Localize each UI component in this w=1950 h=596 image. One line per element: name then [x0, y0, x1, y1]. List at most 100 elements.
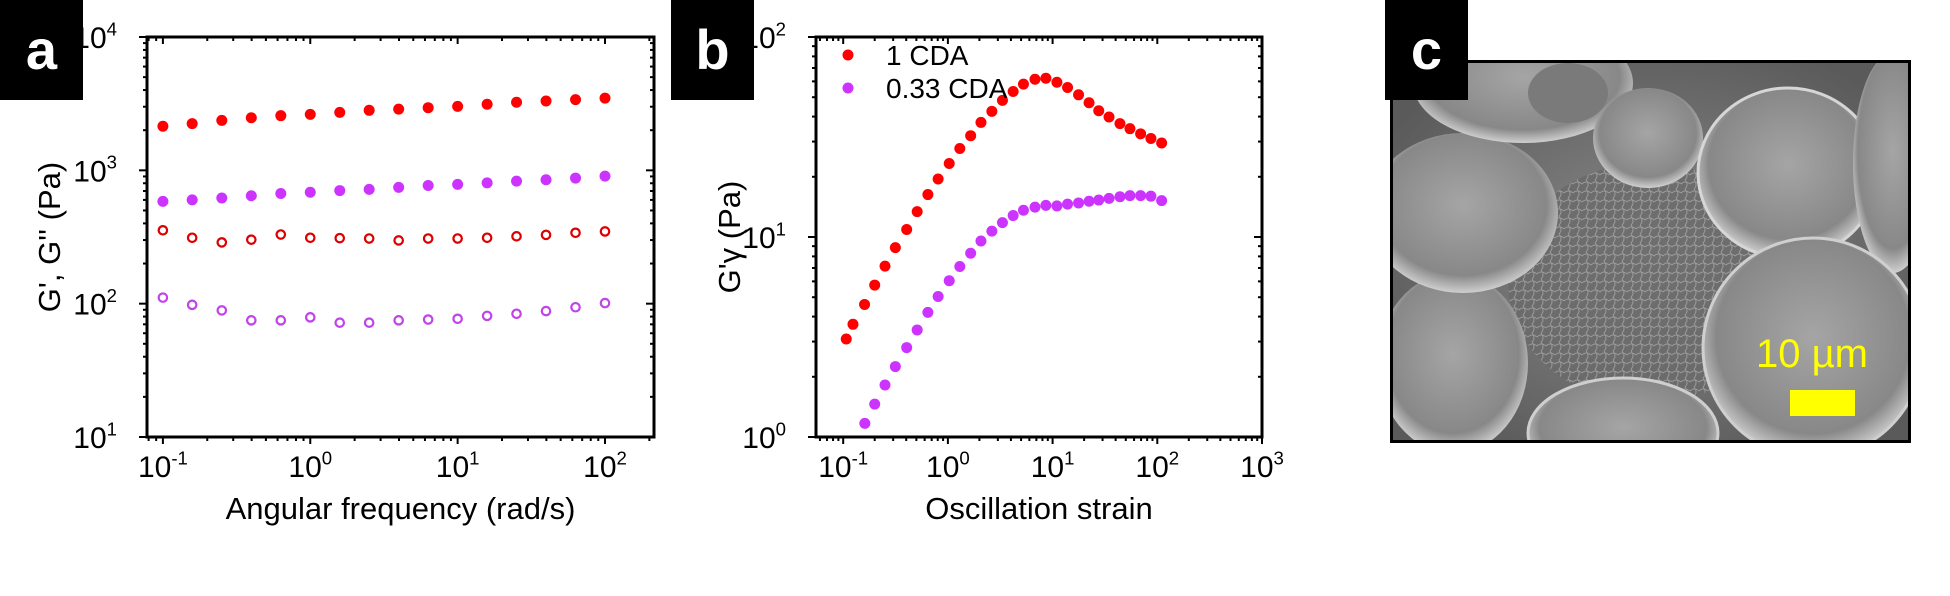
data-point-series-0 [965, 130, 977, 142]
data-point-series-3 [599, 297, 611, 309]
data-point-series-0 [304, 108, 316, 120]
legend-marker [842, 82, 854, 94]
data-point-series-1 [1124, 190, 1136, 202]
data-point-series-0 [511, 96, 523, 108]
data-point-series-0 [570, 94, 582, 106]
data-point-series-3 [246, 315, 257, 326]
legend-label: 0.33 CDA [886, 73, 1008, 104]
x-axis-label: Oscillation strain [925, 491, 1152, 526]
y-axis-label: G', G'' (Pa) [32, 162, 67, 312]
data-point-series-0 [422, 102, 434, 114]
data-point-series-0 [1007, 85, 1019, 97]
data-point-series-0 [245, 112, 257, 124]
data-point-series-2 [511, 231, 522, 242]
data-point-series-1 [879, 379, 891, 391]
data-point-series-1 [965, 247, 977, 259]
y-axis-label: G'γ (Pa) [712, 181, 747, 294]
data-point-series-2 [275, 229, 287, 240]
data-point-series-3 [216, 305, 228, 316]
data-point-series-1 [1093, 194, 1105, 206]
y-tick-label: 104 [73, 18, 117, 55]
data-point-series-0 [275, 110, 287, 122]
data-point-series-0 [1156, 137, 1168, 149]
data-point-series-1 [954, 261, 966, 273]
data-point-series-1 [452, 178, 464, 190]
data-point-series-1 [186, 194, 198, 206]
data-point-series-1 [393, 181, 405, 193]
data-point-series-2 [393, 235, 404, 246]
data-point-series-0 [932, 173, 944, 185]
data-point-series-2 [216, 237, 228, 248]
data-point-series-1 [859, 417, 871, 429]
x-tick-label: 103 [1240, 447, 1284, 484]
data-point-series-0 [452, 100, 464, 112]
data-point-series-0 [975, 116, 987, 128]
data-point-series-0 [363, 104, 375, 116]
x-tick-label: 100 [288, 447, 332, 484]
x-tick-label: 101 [1031, 447, 1075, 484]
data-point-series-2 [422, 233, 434, 244]
sem-texture [1393, 63, 1908, 440]
data-point-series-0 [840, 333, 852, 345]
y-tick-label: 102 [73, 285, 117, 322]
data-point-series-1 [996, 217, 1008, 229]
data-point-series-3 [481, 310, 493, 322]
x-tick-label: 10-1 [138, 447, 188, 484]
data-point-series-0 [1073, 89, 1085, 101]
data-point-series-0 [922, 189, 934, 201]
data-point-series-1 [304, 186, 316, 198]
data-point-series-0 [1093, 105, 1105, 117]
data-point-series-3 [570, 301, 581, 313]
data-point-series-1 [1007, 210, 1019, 222]
y-tick-label: 101 [742, 218, 786, 255]
data-point-series-1 [540, 174, 552, 186]
sem-micrograph [1390, 60, 1911, 443]
data-point-series-0 [847, 318, 859, 330]
data-point-series-0 [986, 105, 998, 117]
panel-label-a: a [0, 0, 83, 100]
data-point-series-1 [1083, 195, 1095, 207]
data-point-series-3 [422, 314, 434, 325]
data-point-series-3 [304, 312, 316, 323]
data-point-series-1 [1029, 201, 1041, 213]
data-point-series-1 [422, 179, 434, 191]
data-point-series-2 [304, 232, 316, 244]
data-point-series-1 [932, 291, 944, 303]
data-point-series-1 [869, 398, 881, 410]
data-point-series-0 [869, 279, 881, 291]
data-point-series-1 [1145, 190, 1157, 202]
data-point-series-3 [186, 299, 198, 311]
legend-label: 1 CDA [886, 40, 969, 71]
data-point-series-3 [157, 292, 169, 303]
y-tick-label: 100 [742, 418, 786, 455]
data-point-series-0 [911, 206, 923, 218]
chart-b: 10-1 100 101 102 103 100 101 102 Oscillation str… [712, 18, 1284, 526]
data-point-series-3 [452, 313, 463, 325]
data-point-series-2 [246, 234, 257, 245]
chart-a: 10-1 100 101 102 101 102 103 104 Angular frequen… [32, 18, 656, 526]
y-tick-label: 102 [742, 18, 786, 55]
x-tick-label: 100 [926, 447, 970, 484]
data-point-series-0 [1124, 123, 1136, 135]
data-point-series-0 [901, 224, 913, 236]
data-point-series-3 [393, 315, 404, 326]
data-point-series-2 [157, 225, 169, 236]
data-point-series-0 [334, 106, 346, 118]
data-point-series-1 [570, 172, 582, 184]
data-point-series-0 [889, 242, 901, 254]
data-point-series-1 [975, 235, 987, 247]
data-point-series-1 [1017, 204, 1029, 216]
data-point-series-3 [363, 317, 375, 328]
data-point-series-1 [1156, 195, 1168, 207]
x-tick-label: 10-1 [818, 447, 868, 484]
data-point-series-1 [1062, 198, 1074, 210]
x-tick-label: 102 [583, 447, 627, 484]
data-point-series-3 [275, 315, 287, 326]
data-point-series-0 [481, 98, 493, 110]
data-point-series-0 [943, 158, 955, 170]
scale-bar-label: 10 µm [1756, 332, 1868, 376]
data-point-series-1 [245, 190, 257, 202]
data-point-series-0 [1051, 76, 1063, 88]
data-point-series-2 [481, 232, 493, 244]
data-point-series-0 [1040, 72, 1052, 84]
